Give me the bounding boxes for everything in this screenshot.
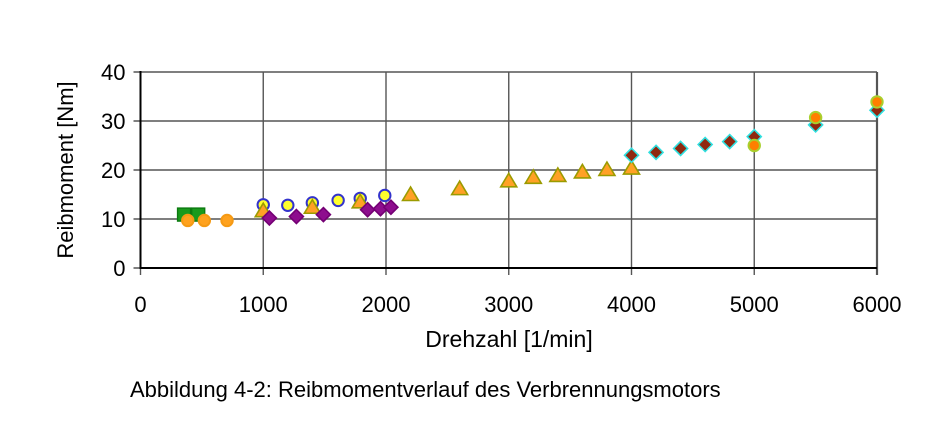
x-tick-label: 2000 [362, 292, 411, 317]
x-tick-label: 0 [134, 292, 146, 317]
data-point-orange-triangles [572, 162, 592, 179]
data-point-orange-triangles [548, 166, 568, 183]
data-point-orange-triangles [499, 171, 519, 188]
x-axis-title: Drehzahl [1/min] [425, 326, 593, 352]
y-tick-label: 30 [101, 109, 125, 134]
x-tick-label: 1000 [239, 292, 288, 317]
x-tick-label: 4000 [607, 292, 656, 317]
data-point-darkred-diamonds [697, 136, 714, 153]
data-point-darkred-diamonds [647, 144, 665, 161]
data-point-yellow-circles [331, 193, 345, 208]
data-point-darkred-diamonds [672, 140, 689, 157]
data-point-purple-diamonds [359, 201, 376, 218]
data-point-orange-circles-low [197, 213, 212, 228]
x-tick-label: 5000 [730, 292, 779, 317]
data-point-orange-triangles [622, 158, 641, 175]
x-tick-label: 3000 [484, 292, 533, 317]
data-point-orange-circles-high [808, 110, 823, 125]
data-point-darkred-diamonds [623, 147, 640, 164]
data-point-orange-triangles [597, 160, 617, 177]
data-point-orange-circles-high [747, 138, 761, 153]
x-tick-label: 6000 [853, 292, 902, 317]
data-point-purple-diamonds [315, 206, 332, 223]
data-point-purple-diamonds [288, 208, 305, 225]
figure-caption: Abbildung 4-2: Reibmomentverlauf des Ver… [130, 377, 721, 402]
y-tick-label: 40 [101, 60, 125, 85]
data-point-orange-circles-low [220, 213, 234, 228]
data-point-yellow-circles [378, 188, 392, 203]
y-tick-label: 10 [101, 207, 125, 232]
data-point-purple-diamonds [261, 209, 278, 227]
data-point-darkred-diamonds [721, 133, 738, 150]
data-point-purple-diamonds [382, 199, 400, 216]
y-axis-title: Reibmoment [Nm] [53, 81, 78, 259]
data-point-orange-triangles [350, 192, 370, 209]
y-tick-label: 20 [101, 158, 125, 183]
data-point-orange-circles-high [870, 95, 884, 109]
data-point-yellow-circles [281, 198, 295, 212]
data-point-orange-triangles [450, 179, 470, 196]
y-tick-label: 0 [113, 256, 125, 281]
data-point-orange-triangles [401, 185, 420, 202]
data-point-orange-circles-low [181, 213, 195, 228]
data-point-orange-triangles [302, 198, 322, 215]
data-point-orange-triangles [523, 168, 543, 185]
